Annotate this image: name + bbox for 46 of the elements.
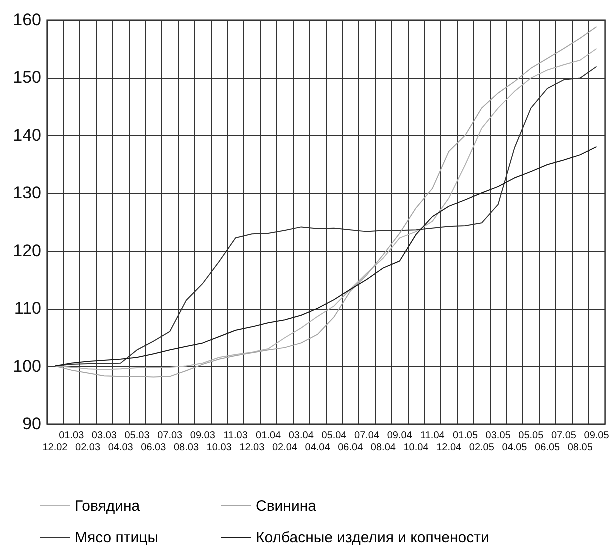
y-tick-label: 120 [13, 241, 42, 260]
legend-label: Мясо птицы [75, 530, 159, 546]
x-tick-label: 02.05 [469, 442, 495, 454]
legend-label: Свинина [256, 498, 318, 515]
x-tick-label: 02.04 [272, 442, 298, 454]
x-tick-label: 10.04 [404, 442, 430, 454]
x-tick-label: 10.03 [206, 442, 232, 454]
y-tick-label: 90 [22, 414, 42, 434]
x-tick-label: 07.05 [551, 430, 577, 442]
x-tick-label: 04.05 [502, 442, 528, 454]
legend-label: Колбасные изделия и копчености [256, 530, 490, 546]
x-tick-label: 11.04 [420, 430, 446, 442]
x-tick-label: 12.03 [240, 442, 266, 454]
x-tick-label: 03.03 [92, 430, 118, 442]
x-tick-label: 12.04 [436, 442, 462, 454]
x-tick-label: 06.03 [141, 442, 167, 454]
y-tick-label: 100 [13, 356, 42, 376]
x-tick-label: 02.03 [76, 442, 101, 454]
x-tick-label: 09.04 [387, 430, 413, 442]
y-tick-label: 130 [13, 184, 42, 203]
x-tick-label: 08.03 [174, 442, 200, 454]
x-tick-label: 01.05 [452, 430, 478, 442]
x-tick-label: 03.05 [486, 430, 512, 442]
x-tick-label: 07.03 [158, 430, 184, 442]
y-tick-label: 140 [13, 126, 42, 145]
y-tick-label: 150 [13, 68, 42, 88]
x-tick-label: 05.03 [124, 430, 150, 442]
x-tick-label: 06.05 [535, 442, 561, 454]
x-tick-label: 01.04 [256, 430, 282, 442]
legend-label: Говядина [75, 498, 141, 515]
x-tick-label: 05.05 [518, 430, 544, 442]
x-tick-label: 05.04 [322, 430, 348, 442]
x-tick-label: 08.04 [370, 442, 396, 454]
x-tick-label: 12.02 [42, 442, 68, 454]
x-tick-label: 03.04 [288, 430, 314, 442]
x-tick-label: 07.04 [354, 430, 380, 442]
y-tick-label: 160 [13, 10, 42, 30]
x-tick-label: 04.04 [305, 442, 331, 454]
x-tick-label: 06.04 [338, 442, 364, 454]
x-tick-label: 01.03 [59, 430, 85, 442]
x-tick-label: 09.05 [584, 430, 610, 442]
x-tick-label: 04.03 [108, 442, 134, 454]
x-tick-label: 11.03 [224, 430, 248, 442]
x-tick-label: 09.03 [190, 430, 216, 442]
y-tick-label: 110 [14, 299, 42, 318]
x-tick-label: 08.05 [568, 442, 594, 454]
